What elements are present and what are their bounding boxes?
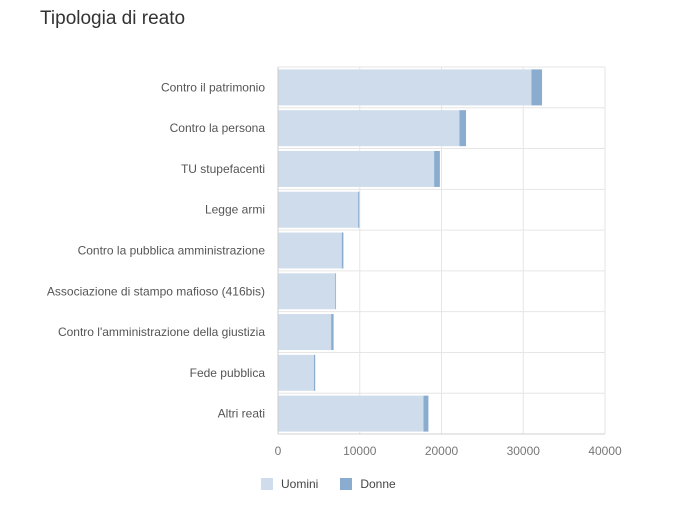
bar-donne xyxy=(434,150,440,187)
bar-uomini xyxy=(278,150,435,187)
category-label: Legge armi xyxy=(205,203,265,217)
category-label: Contro la persona xyxy=(170,121,266,135)
category-label: TU stupefacenti xyxy=(181,162,265,176)
legend-swatch-uomini xyxy=(261,478,273,490)
category-label: Fede pubblica xyxy=(190,366,266,380)
x-tick-label: 20000 xyxy=(425,444,459,458)
legend-label-uomini: Uomini xyxy=(281,477,319,491)
bar-uomini xyxy=(278,314,332,351)
category-label: Contro il patrimonio xyxy=(161,80,265,94)
category-label: Contro l'amministrazione della giustizia xyxy=(58,325,265,339)
bar-donne xyxy=(423,395,429,432)
bar-donne xyxy=(358,191,360,228)
bar-donne xyxy=(313,354,316,391)
bar-donne xyxy=(459,110,467,147)
bar-donne xyxy=(531,69,543,106)
category-label: Associazione di stampo mafioso (416bis) xyxy=(47,284,265,298)
legend-swatch-donne xyxy=(340,478,353,490)
legend-item-donne[interactable]: Donne xyxy=(340,477,396,491)
x-tick-label: 40000 xyxy=(588,444,622,458)
bar-uomini xyxy=(278,273,336,310)
bar-uomini xyxy=(278,69,532,106)
x-tick-label: 0 xyxy=(275,444,282,458)
bar-donne xyxy=(331,314,334,351)
bar-donne xyxy=(335,273,337,310)
bar-uomini xyxy=(278,191,359,228)
bar-uomini xyxy=(278,232,342,269)
bar-uomini xyxy=(278,395,424,432)
category-label: Altri reati xyxy=(218,407,265,421)
bar-donne xyxy=(341,232,344,269)
bar-uomini xyxy=(278,110,460,147)
legend: Uomini Donne xyxy=(261,477,418,491)
legend-item-uomini[interactable]: Uomini xyxy=(261,477,318,491)
bar-uomini xyxy=(278,354,314,391)
legend-label-donne: Donne xyxy=(360,477,396,491)
category-label: Contro la pubblica amministrazione xyxy=(78,244,266,258)
chart-title: Tipologia di reato xyxy=(40,8,186,29)
x-tick-label: 10000 xyxy=(343,444,377,458)
x-tick-label: 30000 xyxy=(507,444,541,458)
